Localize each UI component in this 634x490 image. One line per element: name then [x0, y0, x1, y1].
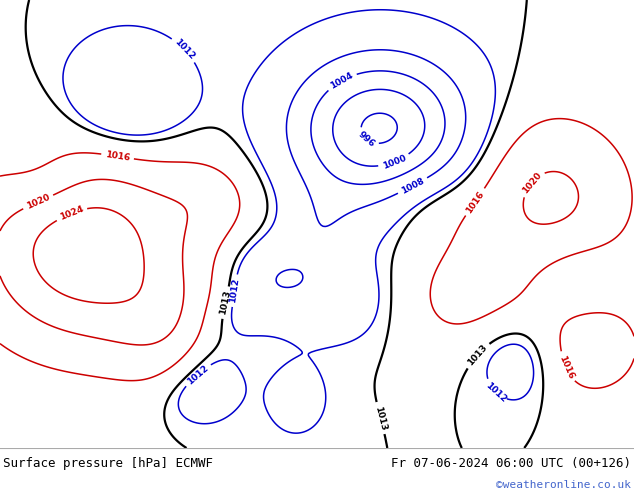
- Text: 1013: 1013: [373, 405, 388, 431]
- Text: 1016: 1016: [557, 354, 575, 380]
- Text: Fr 07-06-2024 06:00 UTC (00+126): Fr 07-06-2024 06:00 UTC (00+126): [391, 458, 631, 470]
- Text: 1024: 1024: [58, 204, 85, 222]
- Text: 1013: 1013: [219, 290, 233, 316]
- Text: 1004: 1004: [328, 71, 354, 91]
- Text: 1020: 1020: [25, 193, 51, 211]
- Text: 1012: 1012: [228, 278, 241, 304]
- Text: 1012: 1012: [185, 363, 210, 386]
- Text: 1020: 1020: [521, 171, 543, 195]
- Text: 1000: 1000: [381, 153, 407, 171]
- Text: 1012: 1012: [484, 381, 508, 404]
- Text: 1008: 1008: [399, 176, 425, 196]
- Text: 1013: 1013: [466, 343, 489, 368]
- Text: ©weatheronline.co.uk: ©weatheronline.co.uk: [496, 480, 631, 490]
- Text: Surface pressure [hPa] ECMWF: Surface pressure [hPa] ECMWF: [3, 458, 213, 470]
- Text: 996: 996: [356, 130, 376, 149]
- Text: 1016: 1016: [105, 150, 131, 163]
- Text: 1012: 1012: [172, 37, 196, 62]
- Text: 1016: 1016: [464, 189, 486, 215]
